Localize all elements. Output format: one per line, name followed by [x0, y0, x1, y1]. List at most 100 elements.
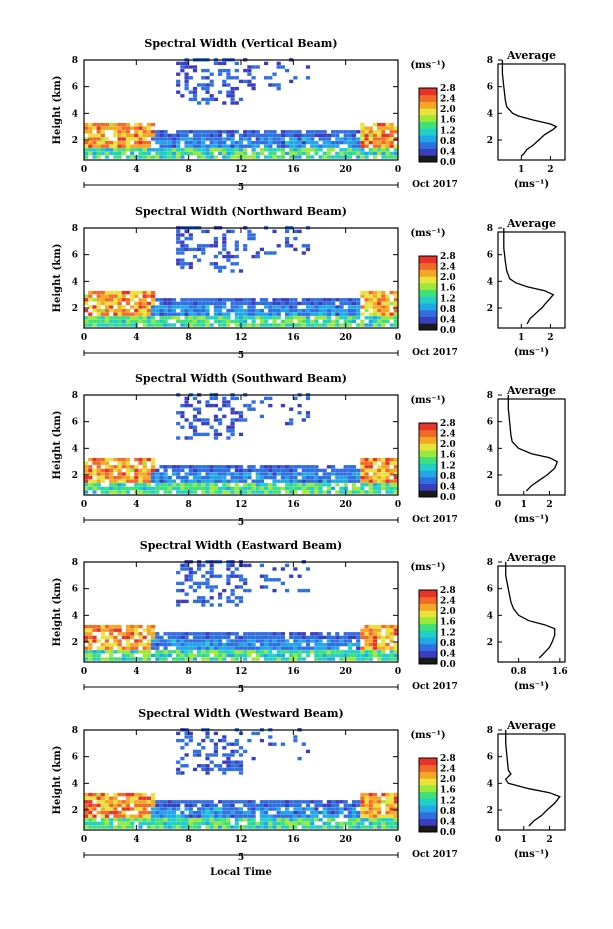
heatmap-cell: [368, 483, 373, 487]
heatmap-cell: [301, 632, 306, 636]
heatmap-cell: [134, 148, 139, 152]
heatmap-cell: [247, 483, 252, 487]
heatmap-cell: [222, 79, 227, 84]
heatmap-cell: [146, 490, 151, 494]
heatmap-cell: [335, 316, 340, 320]
heatmap-cell: [201, 603, 206, 607]
heatmap-cell: [151, 308, 156, 313]
heatmap-cell: [138, 818, 143, 822]
heatmap-cell: [268, 639, 273, 643]
heatmap-cell: [251, 807, 256, 811]
heatmap-cell: [109, 126, 114, 130]
heatmap-cell: [146, 126, 151, 130]
heatmap-cell: [192, 65, 198, 69]
heatmap-cell: [268, 144, 273, 148]
heatmap-cell: [247, 635, 252, 640]
heatmap-cell: [234, 738, 239, 743]
heatmap-cell: [243, 803, 248, 808]
average-title: Average: [506, 551, 556, 564]
heatmap-cell: [167, 635, 172, 640]
heatmap-cell: [372, 814, 378, 818]
heatmap-cell: [234, 148, 239, 152]
heatmap-cell: [125, 312, 131, 316]
heatmap-cell: [146, 290, 151, 295]
heatmap-cell: [310, 323, 315, 327]
heatmap-cell: [146, 818, 151, 822]
heatmap-cell: [138, 155, 143, 159]
heatmap-cell: [163, 639, 168, 643]
heatmap-cell: [326, 803, 331, 808]
heatmap-cell: [146, 130, 151, 134]
heatmap-cell: [259, 323, 264, 327]
heatmap-cell: [234, 800, 239, 804]
heatmap-cell: [251, 479, 256, 483]
heatmap-cell: [218, 61, 223, 66]
heatmap-cell: [368, 457, 373, 462]
heatmap-cell: [230, 592, 235, 596]
heatmap-cell: [205, 312, 210, 316]
heatmap-cell: [234, 465, 239, 469]
heatmap-cell: [96, 308, 101, 313]
heatmap-cell: [368, 151, 373, 156]
heatmap-cell: [100, 312, 105, 316]
heatmap-cell: [259, 639, 264, 643]
heatmap-cell: [113, 624, 118, 629]
colorbar-segment: [419, 303, 437, 311]
heatmap-cell: [264, 810, 269, 815]
heatmap-cell: [301, 298, 306, 302]
heatmap-cell: [84, 308, 89, 313]
heatmap-cell: [297, 472, 302, 476]
heatmap-cell: [364, 461, 369, 465]
colorbar-segment: [419, 155, 437, 163]
heatmap-cell: [310, 148, 315, 152]
heatmap-cell: [125, 632, 131, 636]
heatmap-cell: [234, 825, 239, 829]
heatmap-cell: [234, 810, 239, 815]
heatmap-cell: [92, 821, 97, 826]
heatmap-cell: [151, 472, 156, 476]
heatmap-cell: [381, 148, 386, 152]
heatmap-cell: [113, 316, 118, 320]
heatmap-cell: [142, 457, 147, 462]
heatmap-cell: [88, 323, 93, 327]
heatmap-cell: [285, 140, 290, 145]
heatmap-cell: [335, 646, 340, 650]
heatmap-cell: [84, 475, 89, 480]
heatmap-cell: [125, 642, 131, 647]
heatmap-cell: [226, 151, 231, 156]
heatmap-cell: [234, 490, 239, 494]
heatmap-cell: [192, 646, 198, 650]
heatmap-cell: [146, 646, 151, 650]
heatmap-cell: [347, 635, 352, 640]
heatmap-cell: [88, 810, 93, 815]
heatmap-cell: [360, 323, 365, 327]
heatmap-cell: [368, 825, 373, 829]
heatmap-cell: [218, 486, 223, 491]
heatmap-cell: [146, 653, 151, 658]
heatmap-cell: [393, 301, 398, 306]
heatmap-cell: [142, 305, 147, 309]
heatmap-cell: [238, 650, 244, 654]
heatmap-cell: [151, 814, 156, 818]
heatmap-cell: [293, 247, 298, 252]
heatmap-cell: [385, 486, 390, 491]
heatmap-cell: [251, 650, 256, 654]
heatmap-cell: [276, 810, 281, 815]
heatmap-cell: [113, 294, 118, 298]
heatmap-cell: [238, 475, 244, 480]
heatmap-cell: [180, 563, 185, 568]
heatmap-cell: [222, 254, 227, 259]
heatmap-cell: [310, 305, 315, 309]
heatmap-cell: [310, 810, 315, 815]
x-tick-label: 0: [81, 667, 87, 677]
heatmap-cell: [113, 818, 118, 822]
heatmap-cell: [326, 305, 331, 309]
heatmap-cell: [201, 642, 206, 647]
heatmap-cell: [289, 657, 294, 661]
heatmap-cell: [297, 650, 302, 654]
heatmap-cell: [201, 421, 206, 426]
heatmap-cell: [285, 240, 290, 244]
heatmap-cell: [176, 312, 181, 316]
colorbar-frame: [418, 255, 438, 331]
heatmap-cell: [84, 479, 89, 483]
